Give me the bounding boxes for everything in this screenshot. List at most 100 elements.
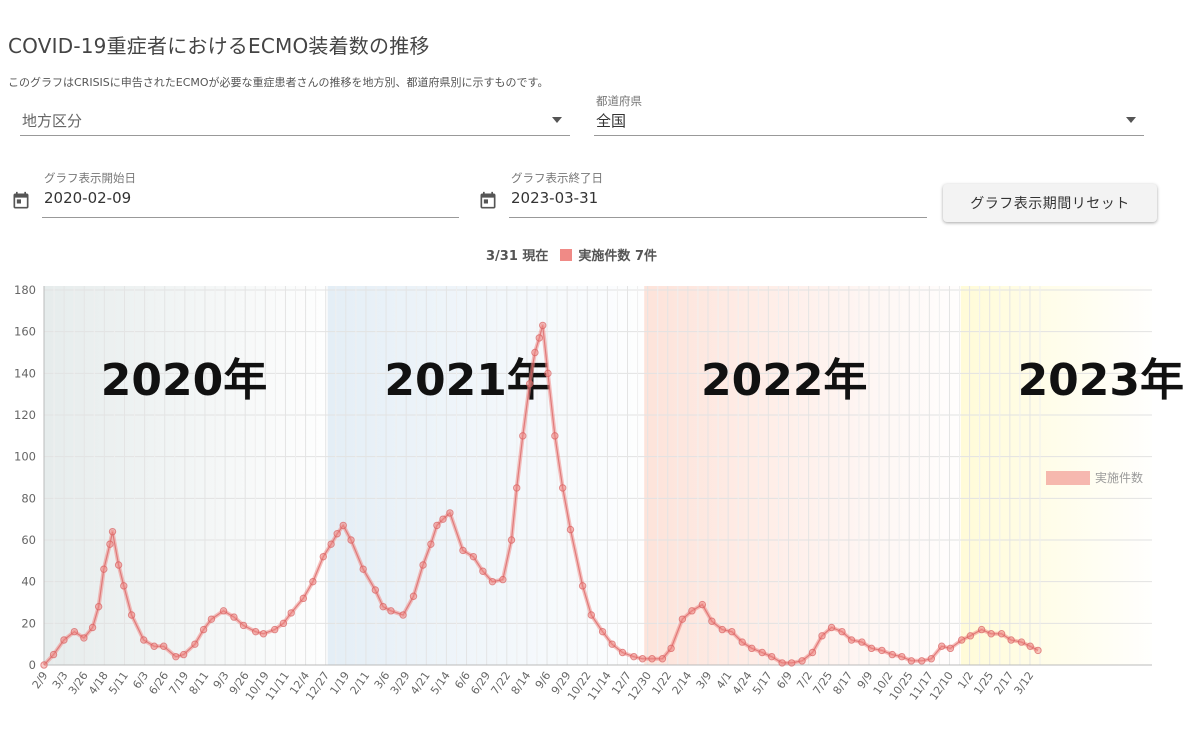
- data-point: [957, 636, 966, 644]
- data-point: [60, 636, 68, 644]
- data-point: [191, 640, 199, 648]
- year-label: 2021年: [384, 355, 550, 406]
- data-point: [1007, 636, 1015, 644]
- data-point: [946, 644, 955, 653]
- prefecture-value: 全国: [596, 112, 627, 130]
- x-tick-label: 4/21: [408, 669, 433, 697]
- y-tick-label: 80: [21, 491, 36, 505]
- data-point: [387, 607, 395, 615]
- data-point: [359, 565, 367, 573]
- data-point: [867, 644, 876, 653]
- chevron-down-icon: [552, 117, 562, 123]
- data-point: [808, 648, 817, 657]
- calendar-icon[interactable]: [478, 191, 498, 211]
- data-point: [271, 625, 279, 634]
- status-date: 3/31 現在: [486, 249, 549, 264]
- x-tick-label: 5/17: [750, 669, 775, 697]
- data-point: [100, 565, 108, 573]
- data-point: [80, 634, 88, 642]
- y-tick-label: 0: [29, 658, 36, 672]
- data-point: [469, 552, 478, 561]
- data-point: [399, 611, 407, 619]
- reset-period-button[interactable]: グラフ表示期間リセット: [943, 184, 1157, 222]
- region-select[interactable]: 地方区分: [20, 96, 570, 136]
- data-point: [997, 630, 1006, 638]
- data-point: [566, 525, 575, 534]
- data-point: [459, 546, 467, 555]
- data-point: [1034, 646, 1042, 655]
- data-point: [578, 582, 587, 590]
- data-point: [531, 348, 539, 357]
- chevron-down-icon: [1126, 117, 1136, 123]
- data-point: [150, 642, 158, 650]
- x-tick-label: 3/26: [66, 669, 91, 697]
- status-swatch: [560, 248, 573, 261]
- data-point: [40, 661, 48, 669]
- data-point: [439, 515, 447, 523]
- data-point: [207, 615, 216, 623]
- data-point: [539, 321, 547, 330]
- x-tick-label: 2/17: [991, 669, 1016, 697]
- data-point: [1026, 642, 1034, 650]
- data-point: [179, 650, 188, 659]
- data-point: [667, 644, 675, 653]
- data-point: [333, 530, 341, 538]
- region-select-placeholder: 地方区分: [22, 112, 83, 130]
- data-point: [108, 527, 117, 536]
- data-point: [648, 655, 656, 663]
- data-point: [159, 642, 168, 650]
- x-tick-label: 6/26: [146, 669, 171, 697]
- data-point: [658, 655, 667, 663]
- data-point: [907, 657, 916, 665]
- data-point: [938, 642, 946, 650]
- data-point: [818, 632, 826, 640]
- x-tick-label: 8/14: [509, 669, 534, 697]
- data-point: [827, 623, 836, 632]
- data-point: [748, 644, 756, 653]
- data-point: [299, 594, 308, 603]
- x-tick-label: 3/12: [1012, 669, 1037, 697]
- data-point: [114, 561, 123, 569]
- year-label: 2020年: [101, 355, 267, 406]
- data-point: [608, 640, 616, 648]
- year-band: [327, 286, 645, 665]
- data-point: [140, 636, 148, 644]
- data-point: [279, 619, 288, 628]
- start-date-label: グラフ表示開始日: [44, 171, 136, 185]
- x-tick-label: 2/11: [348, 669, 373, 697]
- data-point: [446, 509, 454, 517]
- year-label: 2023年: [1018, 355, 1184, 406]
- calendar-icon[interactable]: [11, 191, 31, 211]
- data-point: [888, 650, 896, 659]
- x-tick-label: 4/24: [730, 669, 755, 697]
- prefecture-select[interactable]: 都道府県 全国: [594, 93, 1144, 136]
- x-tick-label: 1/22: [649, 669, 674, 697]
- data-point: [379, 602, 387, 611]
- x-tick-label: 7/19: [166, 669, 191, 697]
- data-point: [718, 625, 726, 634]
- data-point: [544, 369, 552, 378]
- data-point: [172, 652, 180, 661]
- end-date-label: グラフ表示終了日: [511, 171, 603, 185]
- data-point: [327, 540, 335, 548]
- data-point: [526, 380, 534, 388]
- data-point: [513, 484, 521, 492]
- status-line: 3/31 現在 実施件数 7件: [486, 245, 657, 264]
- data-point: [433, 521, 441, 530]
- x-tick-label: 2/14: [670, 669, 695, 697]
- data-point: [499, 575, 507, 584]
- data-point: [698, 600, 707, 609]
- end-date-value: 2023-03-31: [511, 189, 599, 207]
- start-date-field[interactable]: グラフ表示開始日 2020-02-09: [42, 170, 459, 218]
- data-point: [535, 334, 543, 342]
- data-point: [409, 592, 418, 600]
- data-point: [239, 621, 248, 630]
- data-point: [918, 657, 926, 665]
- status-count: 実施件数 7件: [578, 249, 657, 264]
- x-tick-label: 3/29: [388, 669, 413, 697]
- x-tick-label: 2/9: [30, 669, 51, 691]
- data-point: [738, 638, 746, 646]
- start-date-value: 2020-02-09: [44, 189, 132, 207]
- y-tick-label: 140: [14, 366, 36, 380]
- end-date-field[interactable]: グラフ表示終了日 2023-03-31: [509, 170, 927, 218]
